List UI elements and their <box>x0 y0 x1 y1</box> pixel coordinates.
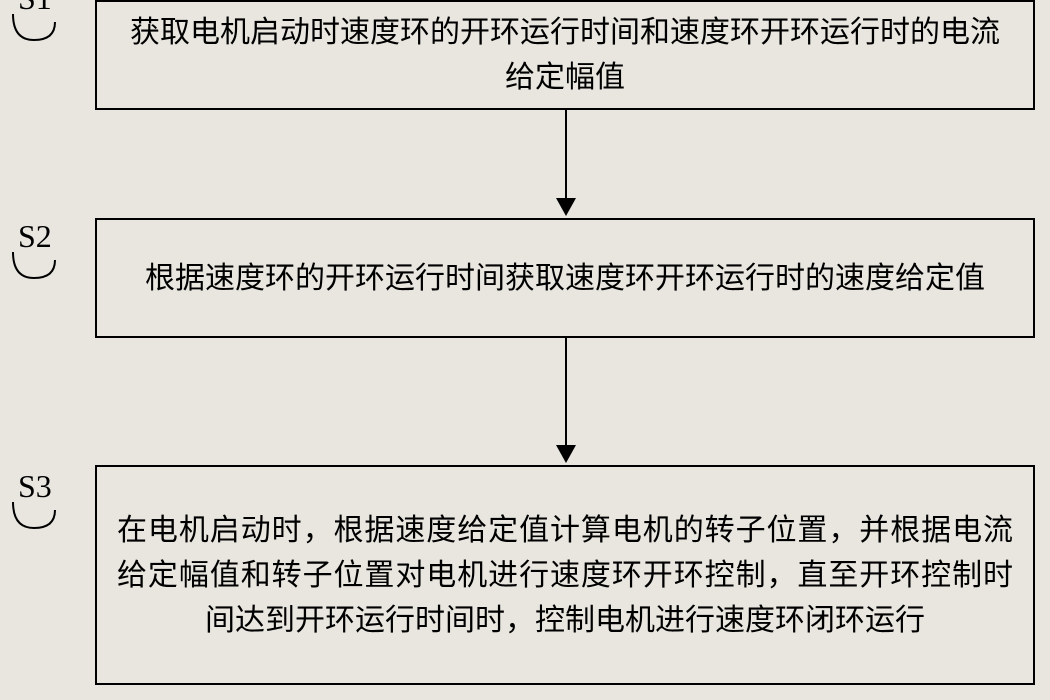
step-text-s1: 获取电机启动时速度环的开环运行时间和速度环开环运行时的电流给定幅值 <box>117 10 1013 100</box>
arrow-s1-s2 <box>556 110 576 216</box>
arrow-head-icon <box>556 198 576 216</box>
arrow-head-icon <box>556 445 576 463</box>
arrow-s2-s3 <box>556 338 576 463</box>
arrow-line <box>565 338 567 445</box>
arrow-line <box>565 110 567 198</box>
flowchart-container: S1 获取电机启动时速度环的开环运行时间和速度环开环运行时的电流给定幅值 S2 … <box>0 0 1050 700</box>
step-label-curve-s2 <box>10 250 60 285</box>
step-label-text: S2 <box>18 218 52 254</box>
step-label-curve-s3 <box>10 500 60 535</box>
step-label-text: S3 <box>18 468 52 504</box>
step-label-curve-s1 <box>10 12 60 47</box>
step-text-s2: 根据速度环的开环运行时间获取速度环开环运行时的速度给定值 <box>145 256 985 301</box>
step-box-s2: 根据速度环的开环运行时间获取速度环开环运行时的速度给定值 <box>95 218 1035 338</box>
step-text-s3: 在电机启动时，根据速度给定值计算电机的转子位置，并根据电流给定幅值和转子位置对电… <box>117 508 1013 643</box>
step-box-s3: 在电机启动时，根据速度给定值计算电机的转子位置，并根据电流给定幅值和转子位置对电… <box>95 465 1035 685</box>
step-box-s1: 获取电机启动时速度环的开环运行时间和速度环开环运行时的电流给定幅值 <box>95 0 1035 110</box>
